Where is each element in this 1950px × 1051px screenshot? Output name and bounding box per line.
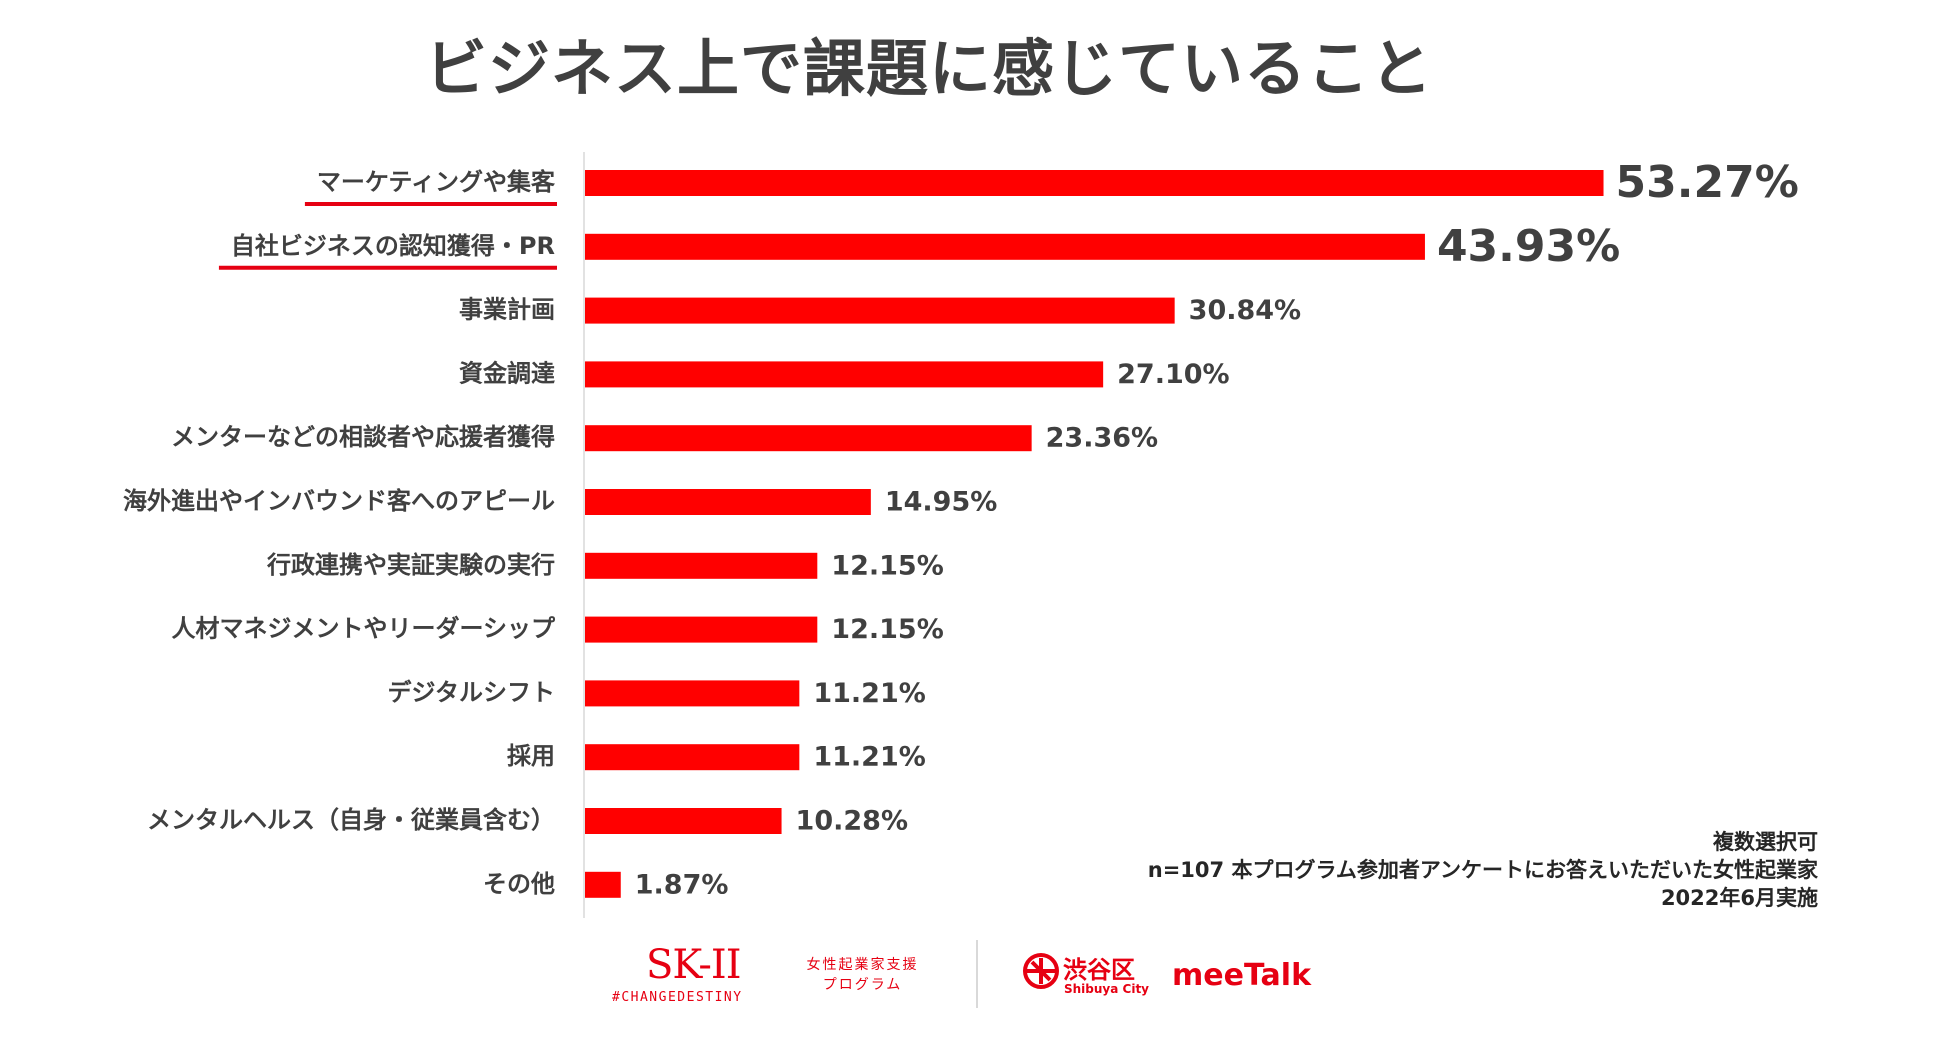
value-label: 30.84% [1189,295,1301,326]
value-label: 11.21% [813,678,925,709]
program-name: 女性起業家支援 プログラム [800,955,925,995]
value-label: 12.15% [831,614,943,645]
value-label: 1.87% [635,869,729,900]
footer-divider [976,940,978,1008]
value-label: 12.15% [831,550,943,581]
page-title: ビジネス上で課題に感じていること [425,32,1434,105]
bar [585,489,871,515]
bar [585,170,1604,196]
category-label: 自社ビジネスの認知獲得・PR [231,232,555,260]
bar [585,808,782,834]
category-label: 資金調達 [459,359,555,387]
bars-layer: マーケティングや集客 53.27% 自社ビジネスの認知獲得・PR 43.93% 事業計画… [123,157,1799,900]
note-survey-date: 2022年6月実施 [1660,886,1818,910]
value-label: 53.27% [1616,157,1799,208]
bar [585,361,1104,388]
sk2-hashtag: #CHANGEDESTINY [612,990,743,1005]
value-label: 11.21% [813,742,925,773]
shibuya-city-emblem-icon [1023,953,1059,989]
program-name-line1: 女性起業家支援 [806,957,919,973]
value-label: 43.93% [1437,221,1620,272]
category-label: その他 [483,870,555,898]
category-label: 人材マネジメントやリーダーシップ [171,615,556,643]
value-label: 23.36% [1046,423,1158,454]
bar [585,871,621,898]
bar [585,233,1425,260]
category-label: メンタルヘルス（自身・従業員含む） [147,806,555,834]
bar [585,425,1032,452]
bar [585,744,800,771]
shibuya-city-name: 渋谷区 [1063,956,1135,984]
program-name-line2: プログラム [822,977,903,993]
shibuya-city-name-en: Shibuya City [1064,982,1150,996]
bar [585,552,818,579]
category-label: デジタルシフト [387,678,555,706]
bar [585,616,818,643]
value-label: 14.95% [885,487,997,518]
sk2-logo: SK-II [646,942,742,988]
bar-chart: マーケティングや集客 53.27% 自社ビジネスの認知獲得・PR 43.93% 事業計画… [123,152,1799,918]
note-sample-size: n=107 本プログラム参加者アンケートにお答えいただいた女性起業家 [1147,858,1818,882]
note-multiple-choice: 複数選択可 [1713,830,1818,854]
category-label: 行政連携や実証実験の実行 [266,551,555,579]
value-label: 27.10% [1117,359,1229,390]
category-label: 採用 [507,742,555,770]
category-label: メンターなどの相談者や応援者獲得 [171,423,555,451]
value-label: 10.28% [796,806,908,837]
category-label: 海外進出やインバウンド客へのアピール [123,487,555,515]
meetalk-logo: meeTalk [1172,958,1312,993]
bar [585,297,1175,324]
footer-logos [0,930,1950,1040]
bar [585,680,800,707]
category-label: 事業計画 [459,296,555,324]
category-label: マーケティングや集客 [317,168,556,196]
